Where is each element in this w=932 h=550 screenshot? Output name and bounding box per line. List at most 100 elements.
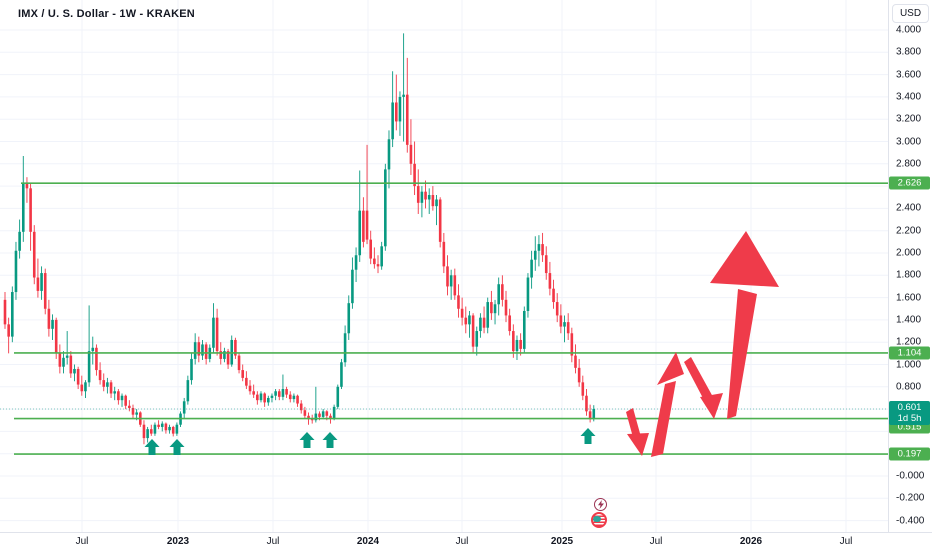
candle-series xyxy=(3,33,596,445)
candle-body xyxy=(14,250,18,293)
down-arrow-to-0601-icon[interactable] xyxy=(684,357,713,402)
candle-body xyxy=(62,357,65,367)
down-arrow-to-0197-icon[interactable] xyxy=(626,408,641,441)
candle-body xyxy=(497,284,500,305)
sticker-teal-blob xyxy=(593,516,601,522)
candle-body xyxy=(51,319,54,329)
big-up-arrow-icon[interactable] xyxy=(710,231,779,287)
candle-body xyxy=(65,355,69,358)
price-tick-label: 2.400 xyxy=(896,202,922,214)
candle-body xyxy=(486,302,490,328)
candle-body xyxy=(223,351,226,359)
candle-body xyxy=(248,385,252,392)
candle-body xyxy=(522,310,526,349)
candle-body xyxy=(21,183,25,232)
candle-body xyxy=(241,370,245,378)
candle-body xyxy=(512,331,515,352)
time-axis[interactable]: Jul 2023 Jul 2024 Jul 2025 Jul 2026 Jul xyxy=(0,533,932,550)
up-arrow-icon[interactable] xyxy=(169,439,185,455)
candle-body xyxy=(321,411,325,417)
price-axis[interactable]: USD 4.000 3.800 3.600 3.400 3.200 3.000 2.800 2… xyxy=(889,0,932,532)
candle-body xyxy=(237,355,241,371)
price-tick-label: 2.800 xyxy=(896,158,922,170)
candle-body xyxy=(281,389,285,397)
up-arrow-icon[interactable] xyxy=(144,439,160,455)
down-arrow-to-0197-icon[interactable] xyxy=(627,433,649,456)
candle-body xyxy=(453,275,457,296)
candle-body xyxy=(310,419,314,421)
big-up-arrow-icon[interactable] xyxy=(727,289,757,419)
candle-body xyxy=(47,308,51,329)
candle-body xyxy=(384,169,387,247)
candle-body xyxy=(131,407,135,415)
candle-body xyxy=(438,199,442,242)
candle-body xyxy=(464,317,468,325)
candle-body xyxy=(102,380,106,387)
candle-body xyxy=(354,255,358,270)
candle-body xyxy=(541,244,544,256)
candle-body xyxy=(106,382,109,387)
candle-body xyxy=(449,275,453,287)
candle-body xyxy=(87,351,91,383)
candle-body xyxy=(566,322,570,334)
candle-body xyxy=(274,391,277,396)
candle-body xyxy=(552,288,555,303)
candle-body xyxy=(358,210,362,256)
candle-body xyxy=(325,411,329,416)
up-arrow-to-1104-icon[interactable] xyxy=(657,352,684,385)
candle-body xyxy=(160,423,164,427)
lightning-circle-icon xyxy=(594,498,607,511)
candle-body xyxy=(592,408,596,420)
symbol-title[interactable]: IMX / U. S. Dollar - 1W - KRAKEN xyxy=(18,8,195,20)
price-tick-label: 2.200 xyxy=(896,225,922,237)
candle-body xyxy=(431,195,435,207)
current-price-badge: 0.601 1d 5h xyxy=(889,400,930,425)
candle-body xyxy=(252,391,255,395)
candle-body xyxy=(69,355,73,374)
currency-badge[interactable]: USD xyxy=(892,4,929,23)
up-arrow-icon[interactable] xyxy=(322,432,338,448)
horizontal-level-lines[interactable] xyxy=(14,182,888,455)
candle-body xyxy=(117,391,120,401)
candle-body xyxy=(504,299,508,316)
candle-body xyxy=(373,258,376,265)
time-axis-label: Jul xyxy=(839,536,853,547)
candle-body xyxy=(420,191,424,203)
candle-body xyxy=(508,315,511,332)
candle-body xyxy=(533,250,537,260)
candle-body xyxy=(73,368,76,374)
candle-body xyxy=(215,317,219,352)
candle-body xyxy=(391,102,394,140)
price-tick-label: 3.000 xyxy=(896,136,922,147)
price-tick-label: -0.400 xyxy=(896,515,925,527)
candle-body xyxy=(128,405,131,408)
time-axis-label: 2025 xyxy=(550,536,574,547)
up-arrow-to-1104-icon[interactable] xyxy=(651,381,676,457)
candle-body xyxy=(490,302,493,314)
price-tick-label: 0.800 xyxy=(896,381,922,393)
candle-body xyxy=(588,411,592,420)
price-tick-label: 1.600 xyxy=(896,292,922,304)
up-arrow-icon[interactable] xyxy=(299,432,315,448)
candle-body xyxy=(146,429,149,439)
candle-body xyxy=(226,351,230,365)
candle-body xyxy=(153,424,157,434)
candle-body xyxy=(369,239,372,259)
candle-body xyxy=(318,413,321,417)
candle-body xyxy=(340,362,343,387)
candle-body xyxy=(263,393,266,403)
down-arrow-to-0601-icon[interactable] xyxy=(700,393,723,419)
up-arrow-icon[interactable] xyxy=(580,428,596,444)
price-tick-label: -0.000 xyxy=(896,470,925,482)
candle-body xyxy=(36,277,40,291)
up-arrow-markers[interactable] xyxy=(144,428,596,455)
candle-body xyxy=(548,273,552,289)
drawn-red-arrows[interactable] xyxy=(626,231,779,457)
candle-body xyxy=(475,331,479,347)
candle-body xyxy=(581,382,585,396)
candle-body xyxy=(54,319,58,354)
candle-body xyxy=(76,368,80,385)
candle-body xyxy=(120,395,124,401)
